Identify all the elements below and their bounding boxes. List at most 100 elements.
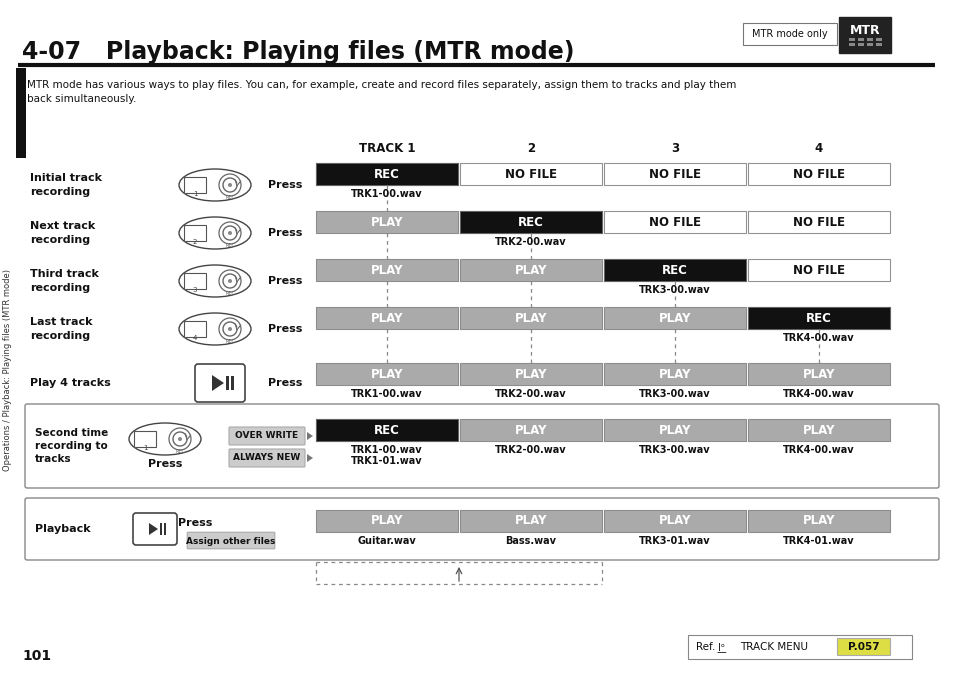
Bar xyxy=(603,419,745,441)
Bar xyxy=(315,211,457,233)
Text: TRK3-00.wav: TRK3-00.wav xyxy=(639,445,710,455)
Bar xyxy=(603,363,745,385)
FancyBboxPatch shape xyxy=(184,225,206,241)
Ellipse shape xyxy=(179,169,251,201)
Text: Last track
recording: Last track recording xyxy=(30,318,92,341)
Text: NO FILE: NO FILE xyxy=(792,264,844,277)
Text: PLAY: PLAY xyxy=(801,514,835,528)
Text: ALWAYS NEW: ALWAYS NEW xyxy=(233,454,300,462)
Bar xyxy=(315,163,457,185)
Bar xyxy=(857,38,863,41)
Bar xyxy=(459,307,601,329)
Text: PLAY: PLAY xyxy=(371,367,403,380)
Bar xyxy=(315,307,457,329)
Text: Bass.wav: Bass.wav xyxy=(505,536,556,546)
FancyBboxPatch shape xyxy=(229,449,305,467)
Bar xyxy=(747,259,889,281)
Ellipse shape xyxy=(179,217,251,249)
Circle shape xyxy=(219,174,241,196)
Bar xyxy=(459,363,601,385)
FancyBboxPatch shape xyxy=(133,431,156,447)
Text: P.057: P.057 xyxy=(847,642,879,652)
Text: Play 4 tracks: Play 4 tracks xyxy=(30,378,111,388)
Bar xyxy=(747,419,889,441)
Text: Initial track
recording: Initial track recording xyxy=(30,174,102,197)
Circle shape xyxy=(228,183,232,187)
Bar xyxy=(747,211,889,233)
Bar xyxy=(603,163,745,185)
FancyBboxPatch shape xyxy=(838,17,890,53)
Text: REC: REC xyxy=(225,195,234,200)
Text: TRK3-00.wav: TRK3-00.wav xyxy=(639,389,710,399)
Text: PLAY: PLAY xyxy=(801,367,835,380)
Bar xyxy=(315,211,457,233)
Bar xyxy=(603,307,745,329)
Bar xyxy=(226,376,229,390)
Text: Guitar.wav: Guitar.wav xyxy=(357,536,416,546)
Bar xyxy=(459,419,601,441)
Bar xyxy=(231,376,233,390)
Bar xyxy=(164,523,167,535)
Bar xyxy=(747,307,889,329)
Bar xyxy=(848,38,854,41)
Bar xyxy=(747,510,889,532)
Text: 2: 2 xyxy=(526,141,535,155)
Bar xyxy=(603,363,745,385)
Text: 4-07   Playback: Playing files (MTR mode): 4-07 Playback: Playing files (MTR mode) xyxy=(22,40,574,64)
Text: PLAY: PLAY xyxy=(371,215,403,229)
Polygon shape xyxy=(212,375,224,391)
Text: TRACK 1: TRACK 1 xyxy=(358,141,415,155)
Bar xyxy=(747,419,889,441)
Text: PLAY: PLAY xyxy=(515,514,547,528)
Text: REC: REC xyxy=(374,423,399,437)
Text: OVER WRITE: OVER WRITE xyxy=(235,431,298,441)
Text: NO FILE: NO FILE xyxy=(792,168,844,180)
Bar xyxy=(315,510,457,532)
Text: TRK4-00.wav: TRK4-00.wav xyxy=(782,333,854,343)
Bar xyxy=(315,363,457,385)
Bar xyxy=(747,163,889,185)
Text: Second time
recording to
tracks: Second time recording to tracks xyxy=(35,428,108,464)
Bar xyxy=(875,43,882,46)
Text: Press: Press xyxy=(268,228,302,238)
Text: PLAY: PLAY xyxy=(371,514,403,528)
Text: Playback: Playback xyxy=(35,524,91,534)
Bar xyxy=(459,211,601,233)
Circle shape xyxy=(169,428,191,450)
Bar xyxy=(459,307,601,329)
Bar xyxy=(459,419,601,441)
Polygon shape xyxy=(149,523,158,535)
Bar xyxy=(848,43,854,46)
Text: MTR: MTR xyxy=(849,24,880,36)
Text: Ref.: Ref. xyxy=(696,642,715,652)
Text: Next track
recording: Next track recording xyxy=(30,221,95,244)
Bar xyxy=(875,38,882,41)
Bar xyxy=(160,523,162,535)
Text: REC: REC xyxy=(225,339,234,344)
Text: PLAY: PLAY xyxy=(515,264,547,277)
Text: MTR mode only: MTR mode only xyxy=(751,29,827,39)
Bar xyxy=(459,510,601,532)
Bar xyxy=(459,163,601,185)
Bar xyxy=(16,68,26,158)
Bar xyxy=(866,38,872,41)
Text: PLAY: PLAY xyxy=(801,423,835,437)
FancyBboxPatch shape xyxy=(742,23,836,45)
Bar xyxy=(747,363,889,385)
Circle shape xyxy=(228,327,232,331)
Text: Press: Press xyxy=(268,378,302,388)
Text: Press: Press xyxy=(268,324,302,334)
Bar xyxy=(603,259,745,281)
Text: REC: REC xyxy=(175,449,185,454)
Bar xyxy=(315,510,457,532)
Bar xyxy=(459,211,601,233)
Circle shape xyxy=(228,279,232,283)
Bar xyxy=(315,259,457,281)
FancyBboxPatch shape xyxy=(837,639,889,656)
FancyBboxPatch shape xyxy=(229,427,305,445)
Bar xyxy=(747,163,889,185)
Bar xyxy=(603,163,745,185)
Text: 3: 3 xyxy=(193,287,197,293)
Text: PLAY: PLAY xyxy=(659,423,691,437)
Bar xyxy=(459,363,601,385)
